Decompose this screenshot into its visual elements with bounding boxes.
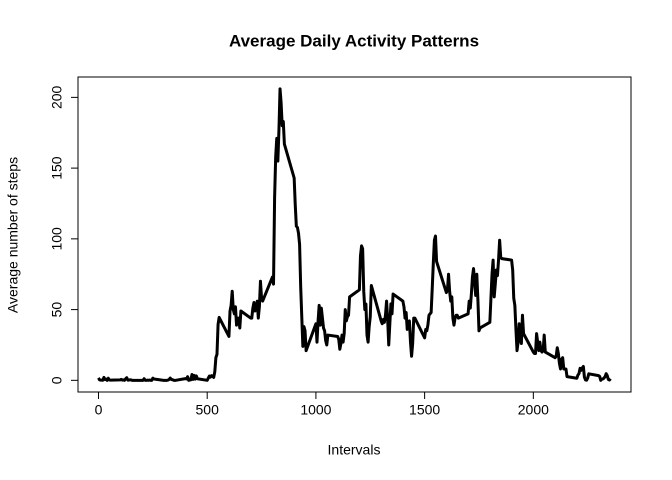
x-axis-label: Intervals [328,442,381,458]
y-axis-label: Average number of steps [5,157,21,313]
x-tick-label: 1500 [409,402,440,418]
x-tick-label: 1000 [300,402,331,418]
x-tick-label: 0 [95,402,103,418]
x-tick-label: 2000 [518,402,549,418]
x-tick-label: 500 [196,402,220,418]
chart-title: Average Daily Activity Patterns [229,31,479,50]
y-tick-label: 0 [49,376,65,384]
y-tick-label: 50 [49,302,65,318]
data-line [97,87,612,382]
y-tick-label: 200 [49,85,65,109]
y-tick-label: 150 [49,156,65,180]
y-tick-label: 100 [49,227,65,251]
